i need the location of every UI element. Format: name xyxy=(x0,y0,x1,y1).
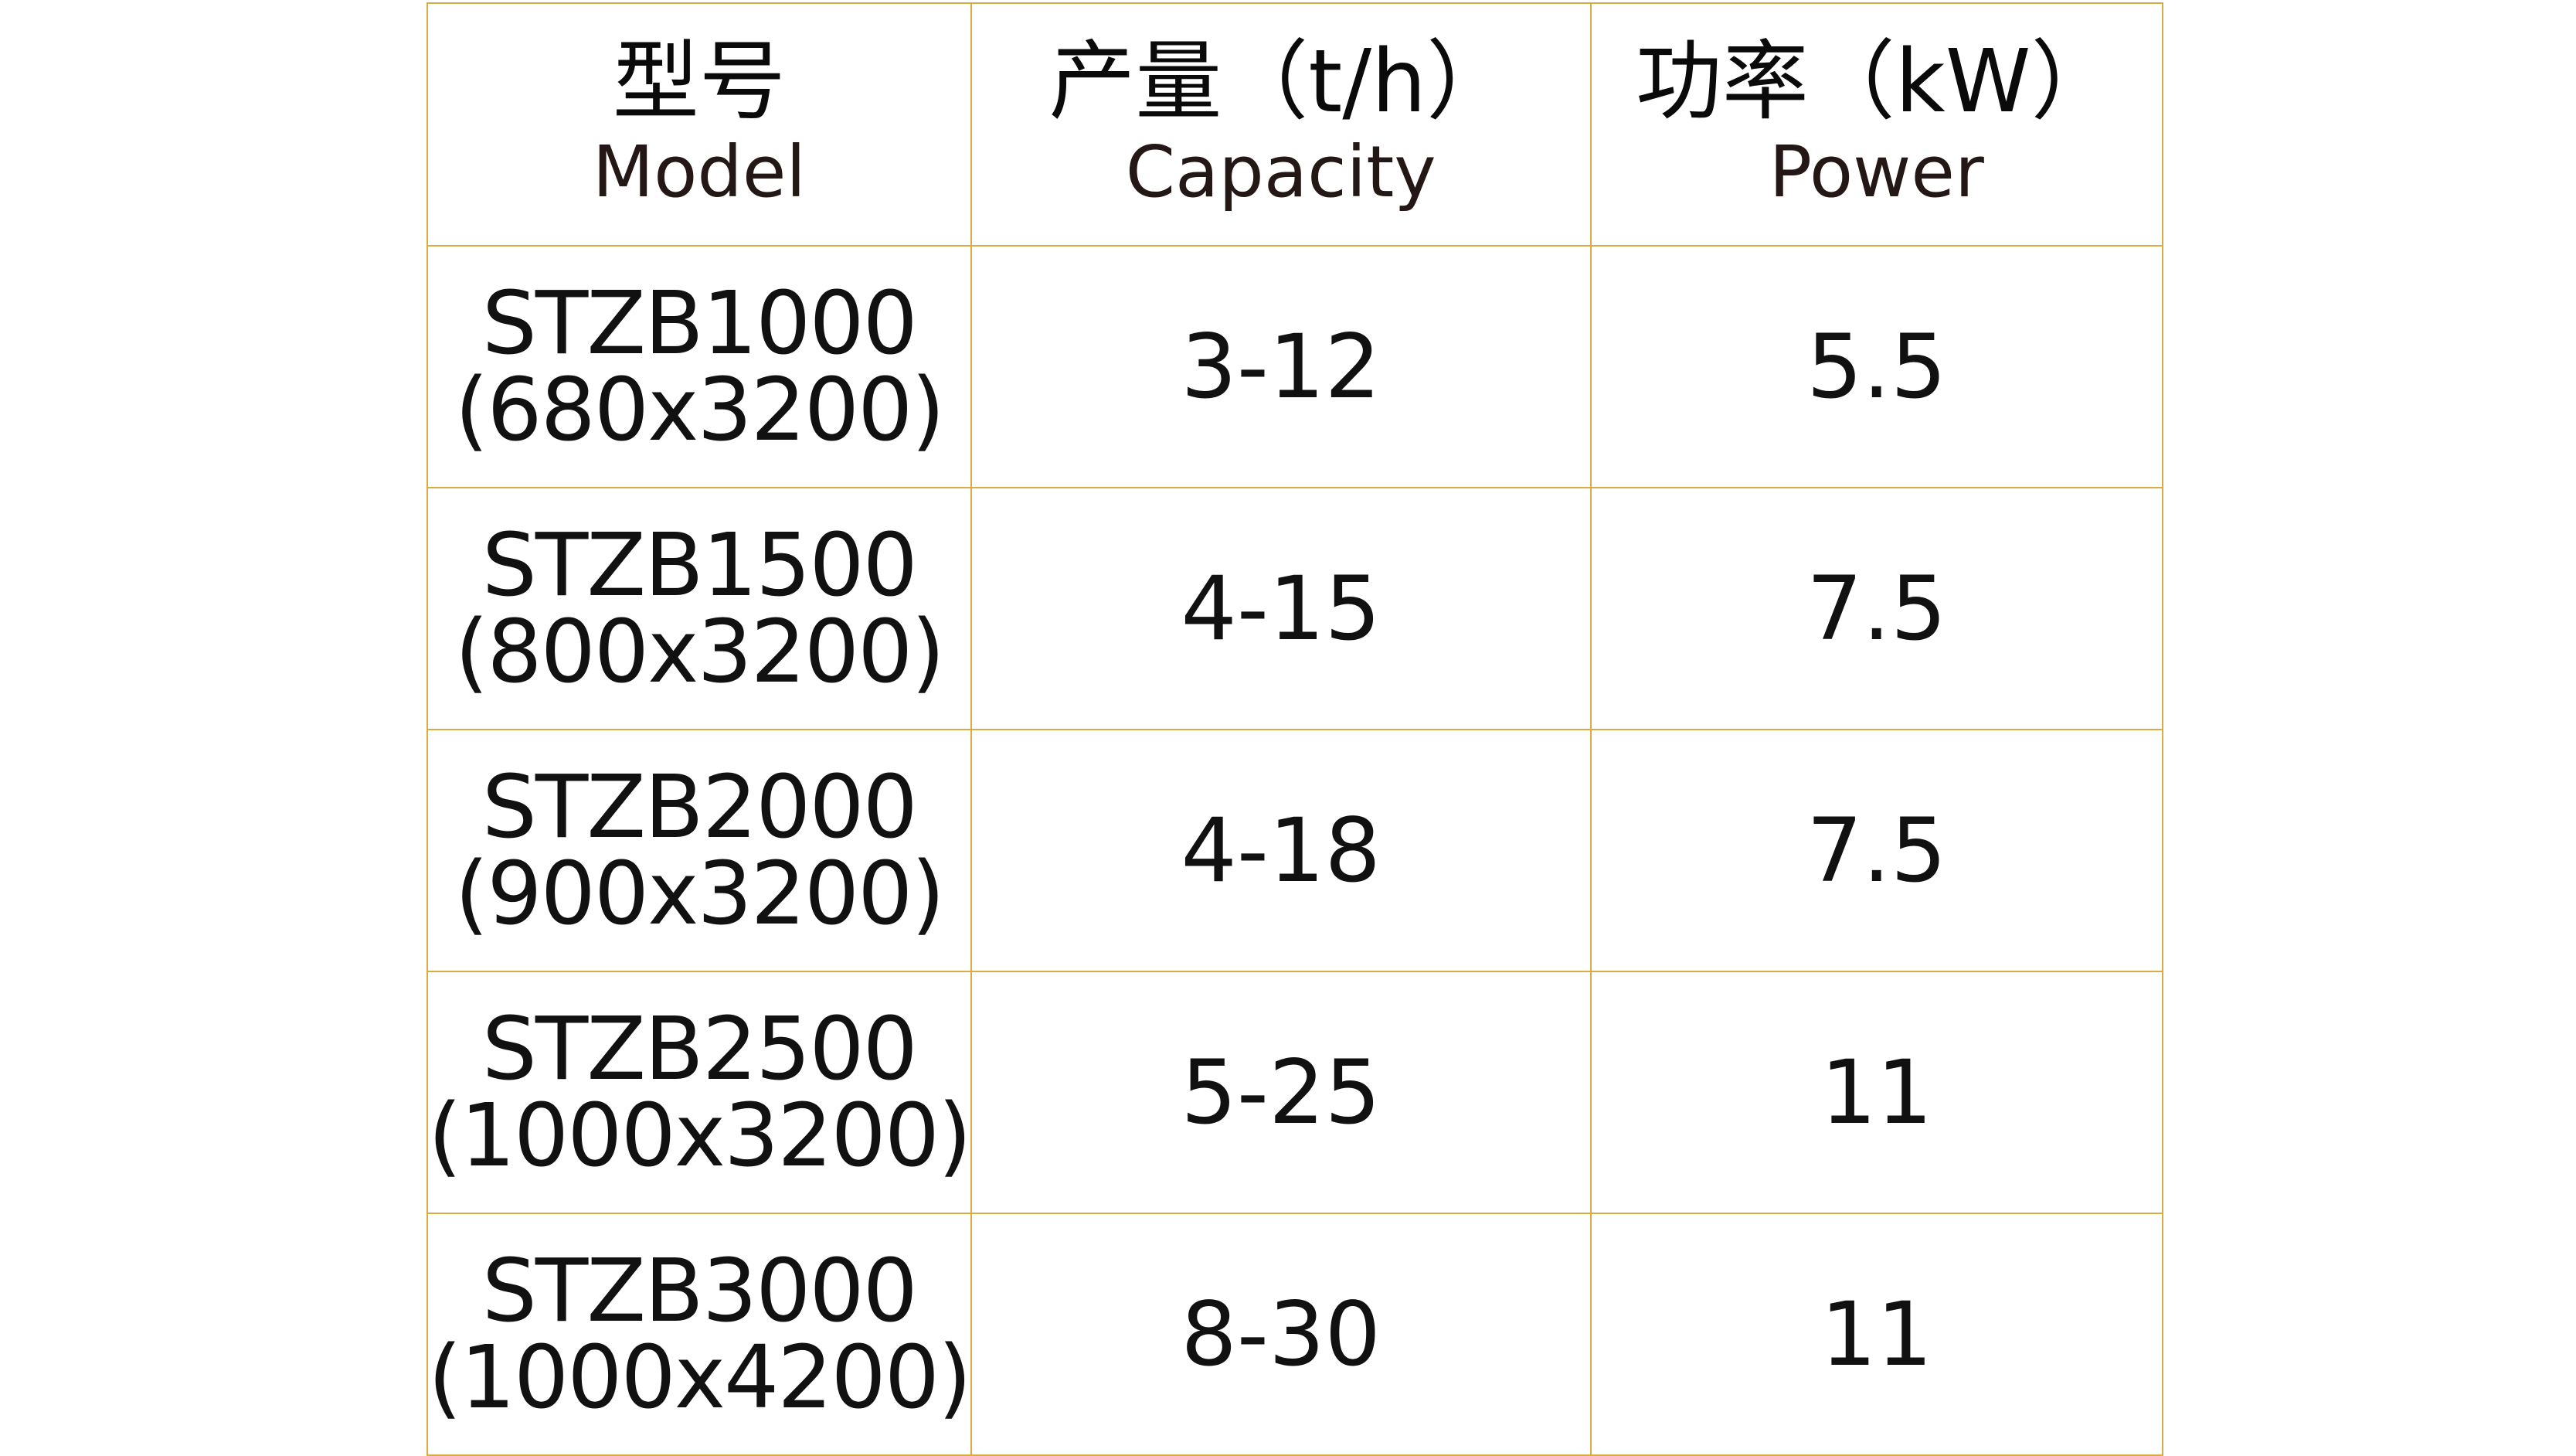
cell-power: 7.5 xyxy=(1589,487,2163,730)
model-size: (800x3200) xyxy=(454,601,945,702)
model-name: STZB1500 xyxy=(481,515,918,616)
header-zh: 功率（kW） xyxy=(1635,32,2118,132)
header-zh: 产量（t/h） xyxy=(1048,32,1514,132)
table-row: STZB2000 (900x3200) 4-18 7.5 xyxy=(427,729,2163,972)
model-name: STZB1000 xyxy=(481,273,918,374)
table-row: STZB2500 (1000x3200) 5-25 11 xyxy=(427,971,2163,1214)
cell-model: STZB1500 (800x3200) xyxy=(427,487,972,730)
cell-capacity: 8-30 xyxy=(970,1213,1592,1456)
cell-model: STZB2500 (1000x3200) xyxy=(427,971,972,1214)
table-row: STZB3000 (1000x4200) 8-30 11 xyxy=(427,1213,2163,1456)
header-power: 功率（kW） Power xyxy=(1589,2,2163,247)
header-en: Model xyxy=(592,131,806,213)
cell-model: STZB2000 (900x3200) xyxy=(427,729,972,972)
header-zh: 型号 xyxy=(612,32,786,132)
cell-model: STZB3000 (1000x4200) xyxy=(427,1213,972,1456)
cell-capacity: 4-15 xyxy=(970,487,1592,730)
cell-power: 11 xyxy=(1589,971,2163,1214)
model-name: STZB2500 xyxy=(481,998,918,1100)
model-size: (900x3200) xyxy=(454,843,945,944)
cell-power: 11 xyxy=(1589,1213,2163,1456)
cell-model: STZB1000 (680x3200) xyxy=(427,245,972,488)
table-row: STZB1500 (800x3200) 4-15 7.5 xyxy=(427,487,2163,730)
header-en: Capacity xyxy=(1125,131,1436,213)
table-row: STZB1000 (680x3200) 3-12 5.5 xyxy=(427,245,2163,488)
header-capacity: 产量（t/h） Capacity xyxy=(970,2,1592,247)
header-en: Power xyxy=(1769,131,1984,213)
cell-power: 7.5 xyxy=(1589,729,2163,972)
header-row: 型号 Model 产量（t/h） Capacity 功率（kW） Power xyxy=(427,2,2163,247)
model-size: (1000x3200) xyxy=(428,1085,972,1186)
model-size: (1000x4200) xyxy=(428,1327,972,1428)
cell-capacity: 4-18 xyxy=(970,729,1592,972)
model-size: (680x3200) xyxy=(454,359,945,461)
model-name: STZB2000 xyxy=(481,757,918,858)
cell-capacity: 5-25 xyxy=(970,971,1592,1214)
specification-table: 型号 Model 产量（t/h） Capacity 功率（kW） Power S… xyxy=(427,2,2163,1456)
model-name: STZB3000 xyxy=(481,1240,918,1342)
cell-capacity: 3-12 xyxy=(970,245,1592,488)
cell-power: 5.5 xyxy=(1589,245,2163,488)
header-model: 型号 Model xyxy=(427,2,972,247)
